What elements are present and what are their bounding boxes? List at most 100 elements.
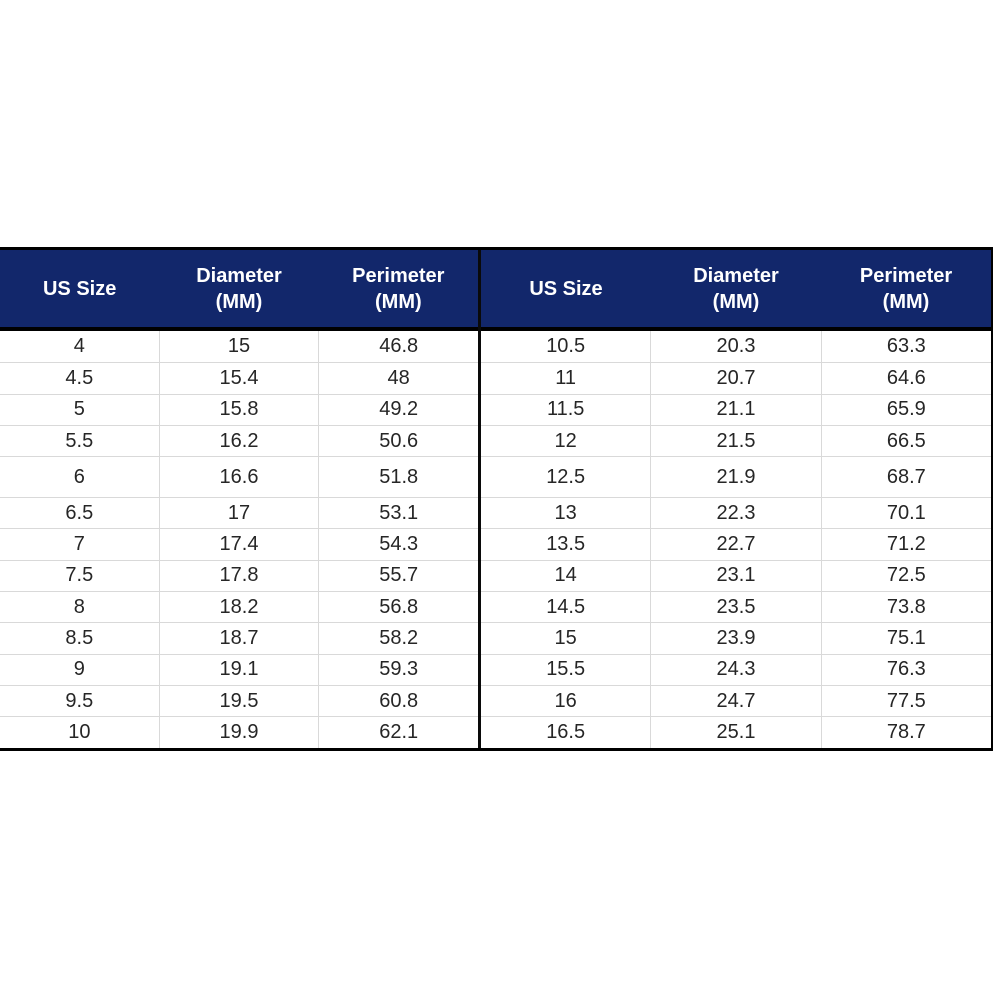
table-cell: 54.3	[318, 529, 478, 560]
column-header-diameter: Diameter (MM)	[159, 250, 318, 327]
header-label-line1: Diameter	[693, 264, 779, 287]
column-header-diameter: Diameter (MM)	[651, 250, 821, 327]
table-row: 8 18.2 56.8	[0, 591, 478, 623]
table-cell: 15	[554, 627, 577, 650]
column-header-us-size: US Size	[481, 250, 651, 327]
header-label-line1: Perimeter	[352, 264, 445, 287]
table-row: 11 20.7 64.6	[481, 362, 991, 394]
table-cell: 15.8	[158, 394, 319, 425]
table-cell: 21.5	[650, 425, 820, 457]
table-cell: 50.6	[318, 425, 478, 457]
table-cell: 19.9	[158, 717, 319, 748]
table-cell: 78.7	[820, 717, 991, 748]
table-cell: 16.2	[158, 425, 319, 457]
table-cell: 20.3	[650, 331, 820, 363]
table-body-right: 10.5 20.3 63.3 11 20.7 64.6 11.5 21.1 65.9 12 21.5…	[481, 331, 991, 748]
table-cell: 8	[73, 595, 85, 618]
header-label-line2: (MM)	[882, 290, 930, 313]
table-row: 13.5 22.7 71.2	[481, 528, 991, 560]
table-row: 5.5 16.2 50.6	[0, 424, 478, 457]
table-cell: 77.5	[820, 685, 991, 717]
table-cell: 15	[158, 331, 319, 363]
table-cell: 68.7	[820, 457, 991, 498]
table-row: 10 19.9 62.1	[0, 716, 478, 748]
table-row: 14 23.1 72.5	[481, 559, 991, 592]
table-cell: 16.5	[546, 720, 586, 743]
table-cell: 25.1	[650, 717, 820, 748]
table-row: 7 17.4 54.3	[0, 528, 478, 560]
table-cell: 75.1	[820, 623, 991, 654]
table-cell: 23.1	[650, 560, 820, 592]
table-cell: 58.2	[318, 623, 478, 654]
table-cell: 64.6	[820, 363, 991, 394]
header-label-line2: (MM)	[375, 290, 422, 313]
table-cell: 48	[318, 363, 478, 394]
table-cell: 18.7	[158, 623, 319, 654]
table-row: 6.5 17 53.1	[0, 497, 478, 529]
table-row: 16.5 25.1 78.7	[481, 716, 991, 748]
table-cell: 6	[73, 465, 85, 488]
table-cell: 17.8	[158, 560, 319, 592]
header-label: US Size	[529, 277, 603, 300]
table-cell: 20.7	[650, 363, 820, 394]
table-cell: 51.8	[318, 457, 478, 498]
table-cell: 13.5	[546, 533, 586, 556]
table-cell: 53.1	[318, 498, 478, 529]
table-cell: 11	[555, 366, 577, 389]
table-cell: 56.8	[318, 592, 478, 623]
table-cell: 24.3	[650, 654, 820, 685]
table-cell: 23.5	[650, 592, 820, 623]
table-cell: 63.3	[820, 331, 991, 363]
table-cell: 7	[73, 533, 85, 556]
table-cell: 19.5	[158, 685, 319, 717]
table-row: 4 15 46.8	[0, 331, 478, 363]
table-cell: 19.1	[158, 654, 319, 685]
ring-size-table: US Size Diameter (MM) Perimeter (MM) 4 15…	[0, 247, 993, 751]
table-row: 6 16.6 51.8	[0, 456, 478, 498]
table-cell: 22.7	[650, 529, 820, 560]
table-cell: 17	[158, 498, 319, 529]
table-cell: 16	[554, 689, 577, 712]
table-cell: 18.2	[158, 592, 319, 623]
table-row: 5 15.8 49.2	[0, 393, 478, 425]
ring-size-table-right: US Size Diameter (MM) Perimeter (MM) 10.…	[478, 250, 991, 748]
table-cell: 65.9	[820, 394, 991, 425]
table-row: 7.5 17.8 55.7	[0, 559, 478, 592]
table-row: 12 21.5 66.5	[481, 424, 991, 457]
table-cell: 21.9	[650, 457, 820, 498]
table-cell: 6.5	[65, 501, 94, 524]
table-cell: 11.5	[546, 398, 585, 421]
table-cell: 9.5	[65, 689, 94, 712]
table-cell: 5	[73, 398, 85, 421]
column-header-perimeter: Perimeter (MM)	[319, 250, 478, 327]
table-cell: 46.8	[318, 331, 478, 363]
table-row: 14.5 23.5 73.8	[481, 591, 991, 623]
table-cell: 12.5	[546, 465, 586, 488]
table-row: 12.5 21.9 68.7	[481, 456, 991, 498]
table-cell: 62.1	[318, 717, 478, 748]
table-cell: 9	[73, 658, 85, 681]
table-cell: 23.9	[650, 623, 820, 654]
table-cell: 4.5	[65, 366, 94, 389]
table-cell: 13	[554, 501, 577, 524]
table-row: 11.5 21.1 65.9	[481, 393, 991, 425]
table-row: 16 24.7 77.5	[481, 684, 991, 717]
table-cell: 16.6	[158, 457, 319, 498]
header-label-line1: Perimeter	[859, 264, 953, 287]
table-row: 4.5 15.4 48	[0, 362, 478, 394]
table-body-left: 4 15 46.8 4.5 15.4 48 5 15.8 49.2 5.5 16.2 50.6 6 16.…	[0, 331, 478, 748]
table-row: 15 23.9 75.1	[481, 622, 991, 654]
table-cell: 59.3	[318, 654, 478, 685]
table-cell: 14.5	[546, 595, 586, 618]
table-row: 13 22.3 70.1	[481, 497, 991, 529]
table-cell: 14	[554, 564, 577, 587]
table-cell: 21.1	[650, 394, 820, 425]
table-cell: 76.3	[820, 654, 991, 685]
table-row: 8.5 18.7 58.2	[0, 622, 478, 654]
table-cell: 72.5	[820, 560, 991, 592]
table-row: 9 19.1 59.3	[0, 653, 478, 685]
table-cell: 24.7	[650, 685, 820, 717]
header-label-line2: (MM)	[712, 290, 760, 313]
header-label-line2: (MM)	[215, 290, 263, 313]
table-cell: 60.8	[318, 685, 478, 717]
